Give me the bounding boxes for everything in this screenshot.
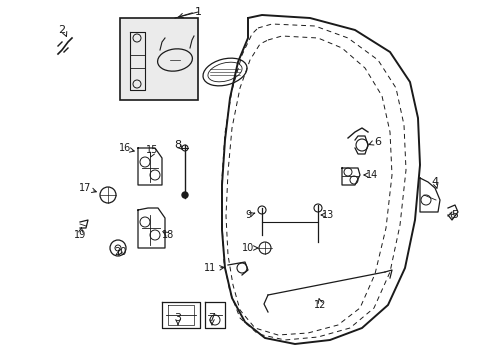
Text: 19: 19 [74, 230, 86, 240]
Text: 10: 10 [242, 243, 254, 253]
Text: 11: 11 [203, 263, 216, 273]
Text: 15: 15 [145, 145, 158, 155]
Text: 8: 8 [174, 140, 181, 150]
Text: 20: 20 [114, 247, 126, 257]
Text: 13: 13 [321, 210, 333, 220]
Bar [120, 18, 198, 100]
Text: 9: 9 [244, 210, 250, 220]
Circle shape [182, 192, 187, 198]
Text: 17: 17 [79, 183, 91, 193]
Text: 7: 7 [208, 313, 215, 323]
Text: 12: 12 [313, 300, 325, 310]
Text: 18: 18 [162, 230, 174, 240]
Text: 6: 6 [374, 137, 381, 147]
Text: 1: 1 [194, 7, 201, 17]
Text: 16: 16 [119, 143, 131, 153]
Text: 4: 4 [430, 177, 438, 187]
Text: 5: 5 [450, 210, 458, 220]
Text: 3: 3 [174, 313, 181, 323]
Text: 2: 2 [59, 25, 65, 35]
Text: 14: 14 [365, 170, 377, 180]
